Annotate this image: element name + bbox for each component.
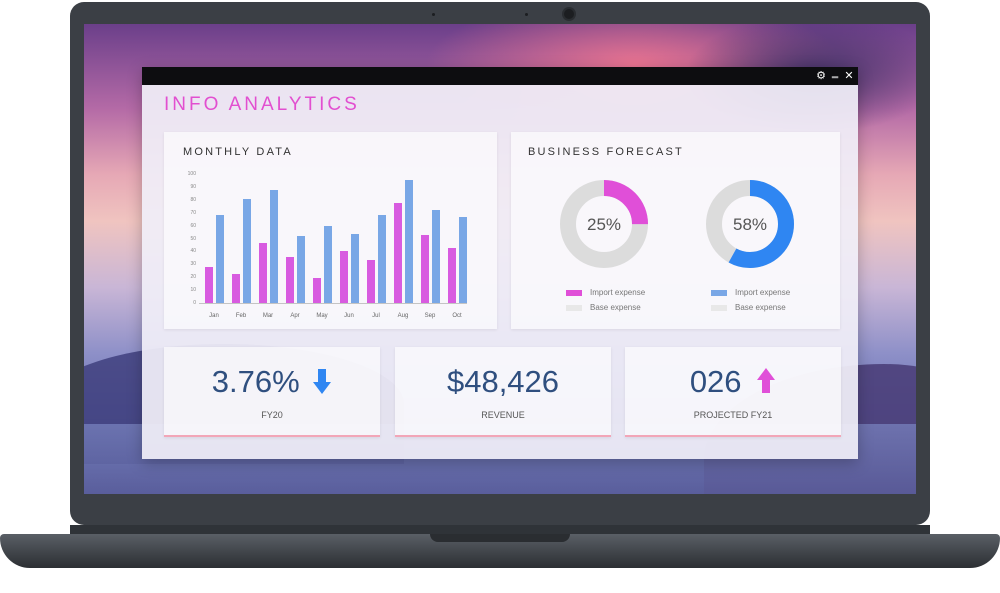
y-tick-label: 0 bbox=[193, 300, 196, 306]
bar-blue bbox=[351, 233, 359, 303]
bar-pink bbox=[313, 278, 321, 303]
x-tick-label: Aug bbox=[397, 313, 409, 319]
legend-swatch bbox=[566, 290, 582, 296]
kpi-label: FY20 bbox=[261, 410, 283, 420]
kpi-underline bbox=[164, 435, 380, 437]
sensor-dot bbox=[525, 13, 528, 16]
kpi-card-projected: 026 PROJECTED FY21 bbox=[625, 347, 841, 437]
bar-pink bbox=[205, 266, 213, 303]
bar-blue bbox=[297, 236, 305, 303]
donut-arc bbox=[560, 180, 648, 268]
y-tick-label: 40 bbox=[190, 248, 196, 255]
x-tick-label: May bbox=[316, 313, 328, 319]
kpi-value-text: $48,426 bbox=[446, 364, 560, 399]
kpi-value: 026 bbox=[625, 364, 841, 400]
bar-blue bbox=[243, 198, 251, 303]
donut-percent: 25% bbox=[587, 215, 621, 234]
legend-label: Base expense bbox=[735, 303, 786, 312]
x-tick-label: Jun bbox=[344, 313, 354, 319]
donut-arc bbox=[706, 180, 794, 268]
sensor-dot bbox=[432, 13, 435, 16]
kpi-label: REVENUE bbox=[481, 410, 525, 420]
settings-icon[interactable]: ⚙ bbox=[816, 70, 826, 82]
bar-pink bbox=[232, 273, 240, 303]
x-axis bbox=[199, 303, 467, 304]
bar-blue bbox=[405, 179, 413, 303]
bar-pink bbox=[286, 257, 294, 303]
bar-blue bbox=[378, 215, 386, 303]
y-tick-label: 100 bbox=[187, 171, 196, 177]
bar-pink bbox=[259, 243, 267, 303]
bar-pink bbox=[367, 259, 375, 303]
kpi-value: $48,426 bbox=[395, 364, 611, 400]
kpi-card-fy20: 3.76% FY20 bbox=[164, 347, 380, 437]
kpi-underline bbox=[395, 435, 611, 437]
y-tick-label: 90 bbox=[190, 183, 196, 190]
legend-swatch bbox=[566, 305, 582, 311]
lid-notch bbox=[430, 534, 570, 542]
x-tick-label: Feb bbox=[235, 313, 247, 319]
legend-label: Import expense bbox=[735, 288, 791, 297]
close-button[interactable]: ✕ bbox=[844, 70, 854, 82]
arrow-down-icon bbox=[313, 369, 332, 394]
kpi-value-text: 3.76% bbox=[211, 364, 300, 399]
bar-blue bbox=[324, 225, 332, 303]
y-tick-label: 70 bbox=[190, 209, 196, 216]
legend-label: Import expense bbox=[590, 288, 646, 297]
arrow-up-icon bbox=[757, 368, 776, 393]
business-forecast-panel: BUSINESS FORECAST 25% Import expense Bas… bbox=[511, 132, 840, 329]
x-tick-label: Oct bbox=[452, 313, 462, 319]
legend-label: Base expense bbox=[590, 303, 641, 312]
y-tick-label: 20 bbox=[190, 274, 196, 281]
y-tick-label: 80 bbox=[190, 196, 196, 203]
analytics-window: ⚙ ‗ ✕ INFO ANALYTICS MONTHLY DATA 100 90 8… bbox=[142, 67, 858, 459]
kpi-underline bbox=[625, 435, 841, 437]
donut-percent: 58% bbox=[733, 215, 767, 234]
kpi-value: 3.76% bbox=[164, 364, 380, 400]
monthly-data-panel: MONTHLY DATA 100 90 80 70 60 50 40 30 20 10 0 Jan Fe… bbox=[164, 132, 497, 329]
bar-pink bbox=[340, 251, 348, 303]
webcam bbox=[564, 9, 574, 19]
y-tick-label: 10 bbox=[190, 287, 196, 294]
window-titlebar[interactable]: ⚙ ‗ ✕ bbox=[142, 67, 858, 85]
donut-chart-right: 58% bbox=[706, 180, 794, 268]
bar-blue bbox=[216, 215, 224, 303]
bar-blue bbox=[270, 190, 278, 303]
kpi-label: PROJECTED FY21 bbox=[693, 410, 773, 420]
panel-title: BUSINESS FORECAST bbox=[528, 146, 684, 158]
app-title: INFO ANALYTICS bbox=[164, 94, 360, 115]
bar-blue bbox=[459, 217, 467, 303]
bar-pink bbox=[448, 247, 456, 303]
kpi-card-revenue: $48,426 REVENUE bbox=[395, 347, 611, 437]
x-tick-label: Apr bbox=[290, 313, 300, 319]
x-tick-label: Sep bbox=[424, 313, 436, 319]
kpi-value-text: 026 bbox=[689, 364, 742, 399]
bar-pink bbox=[421, 234, 429, 303]
x-tick-label: Mar bbox=[262, 313, 274, 319]
x-tick-label: Jan bbox=[209, 313, 219, 319]
legend-swatch bbox=[711, 290, 727, 296]
panel-title: MONTHLY DATA bbox=[183, 146, 293, 158]
minimize-button[interactable]: ‗ bbox=[831, 67, 839, 79]
bar-blue bbox=[432, 210, 440, 303]
donut-chart-left: 25% bbox=[560, 180, 648, 268]
y-tick-label: 30 bbox=[190, 261, 196, 268]
y-tick-label: 50 bbox=[190, 235, 196, 242]
x-tick-label: Jul bbox=[372, 313, 380, 319]
y-tick-label: 60 bbox=[190, 222, 196, 229]
bar-pink bbox=[394, 203, 402, 303]
legend-swatch bbox=[711, 305, 727, 311]
